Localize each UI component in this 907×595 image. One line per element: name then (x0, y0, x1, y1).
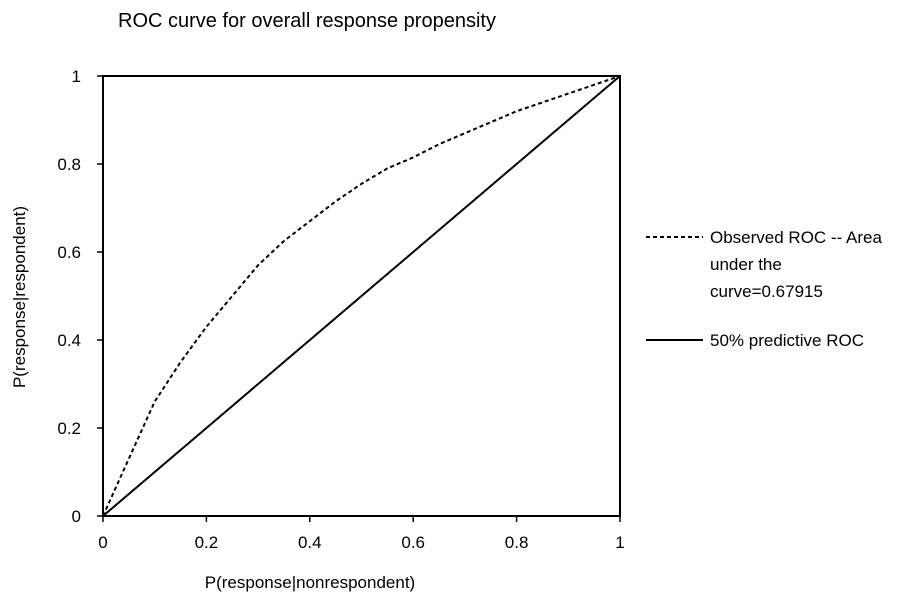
plot-frame (102, 75, 621, 517)
x-tick-label: 0.2 (195, 533, 219, 552)
x-tick-label: 0.8 (505, 533, 529, 552)
legend-label: 50% predictive ROC (710, 331, 864, 350)
x-axis-label: P(response|nonrespondent) (205, 573, 415, 592)
x-tick-label: 0.6 (401, 533, 425, 552)
y-axis-label: P(response|respondent) (10, 206, 29, 388)
legend-label: under the (710, 255, 782, 274)
y-tick-label: 0.2 (57, 419, 81, 438)
legend-label: curve=0.67915 (710, 282, 823, 301)
legend: Observed ROC -- Area under the curve=0.679… (646, 228, 882, 350)
y-tick-label: 0.6 (57, 243, 81, 262)
plot-area (102, 75, 621, 517)
legend-label: Observed ROC -- Area (710, 228, 882, 247)
x-axis: 0 0.2 0.4 0.6 0.8 1 (98, 516, 625, 552)
y-tick-label: 0.4 (57, 331, 81, 350)
chart-title: ROC curve for overall response propensit… (118, 10, 496, 32)
x-tick-label: 1 (615, 533, 624, 552)
y-tick-label: 0.8 (57, 155, 81, 174)
x-tick-label: 0 (98, 533, 107, 552)
y-axis: 0 0.2 0.4 0.6 0.8 1 (57, 67, 103, 526)
x-tick-label: 0.4 (298, 533, 322, 552)
y-tick-label: 0 (72, 507, 81, 526)
y-tick-label: 1 (72, 67, 81, 86)
observed-roc-line (102, 75, 621, 517)
predictive-roc-line (102, 75, 621, 517)
